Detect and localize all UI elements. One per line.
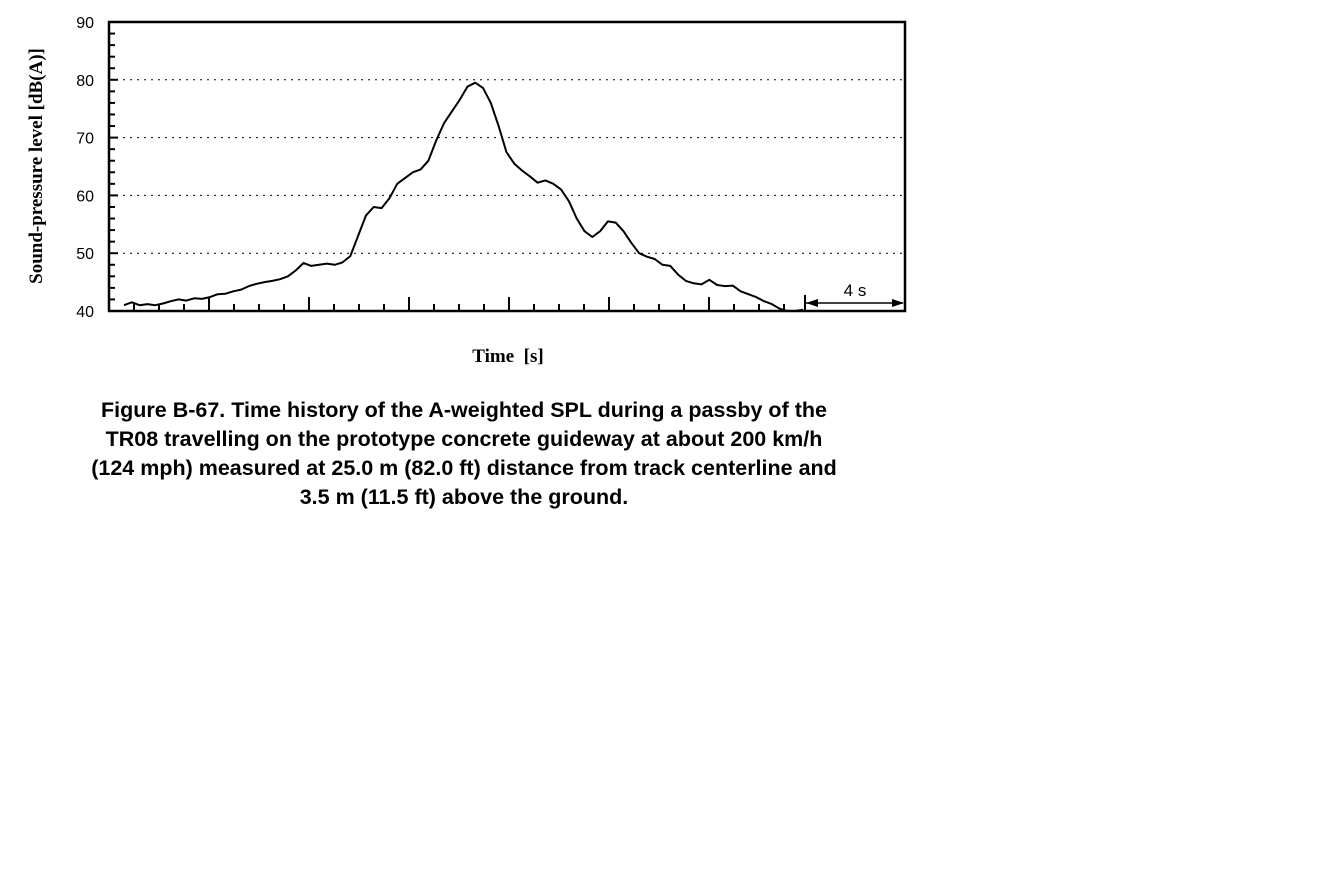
- y-tick-label: 80: [76, 73, 94, 90]
- scale-bar: 4 s: [804, 281, 904, 311]
- scale-bar-arrow-left: [806, 299, 818, 307]
- y-tick-label: 40: [76, 304, 94, 321]
- y-tick-label: 50: [76, 246, 94, 263]
- scale-bar-label: 4 s: [844, 281, 867, 300]
- caption-line-4: 3.5 m (11.5 ft) above the ground.: [299, 485, 629, 509]
- y-axis-title: Sound-pressure level [dB(A)]: [26, 48, 47, 284]
- series-line: [123, 81, 804, 312]
- scale-bar-background: [820, 300, 890, 309]
- y-axis-ticks: [109, 21, 118, 312]
- y-tick-label: 60: [76, 188, 94, 205]
- x-axis-title: Time [s]: [472, 346, 543, 367]
- figure-caption: Figure B-67. Time history of the A-weigh…: [14, 396, 914, 512]
- plot-frame: [107, 20, 907, 313]
- x-axis-ticks: [133, 297, 785, 311]
- y-tick-labels: 40 50 60 70 80 90: [76, 15, 94, 321]
- y-tick-label: 70: [76, 131, 94, 148]
- scale-bar-arrow-right: [892, 299, 904, 307]
- caption-line-1: Figure B-67. Time history of the A-weigh…: [101, 398, 827, 422]
- caption-line-2: TR08 travelling on the prototype concret…: [105, 427, 823, 451]
- caption-line-3: (124 mph) measured at 25.0 m (82.0 ft) d…: [91, 456, 837, 480]
- y-tick-label: 90: [76, 15, 94, 32]
- grid-lines: [109, 79, 905, 254]
